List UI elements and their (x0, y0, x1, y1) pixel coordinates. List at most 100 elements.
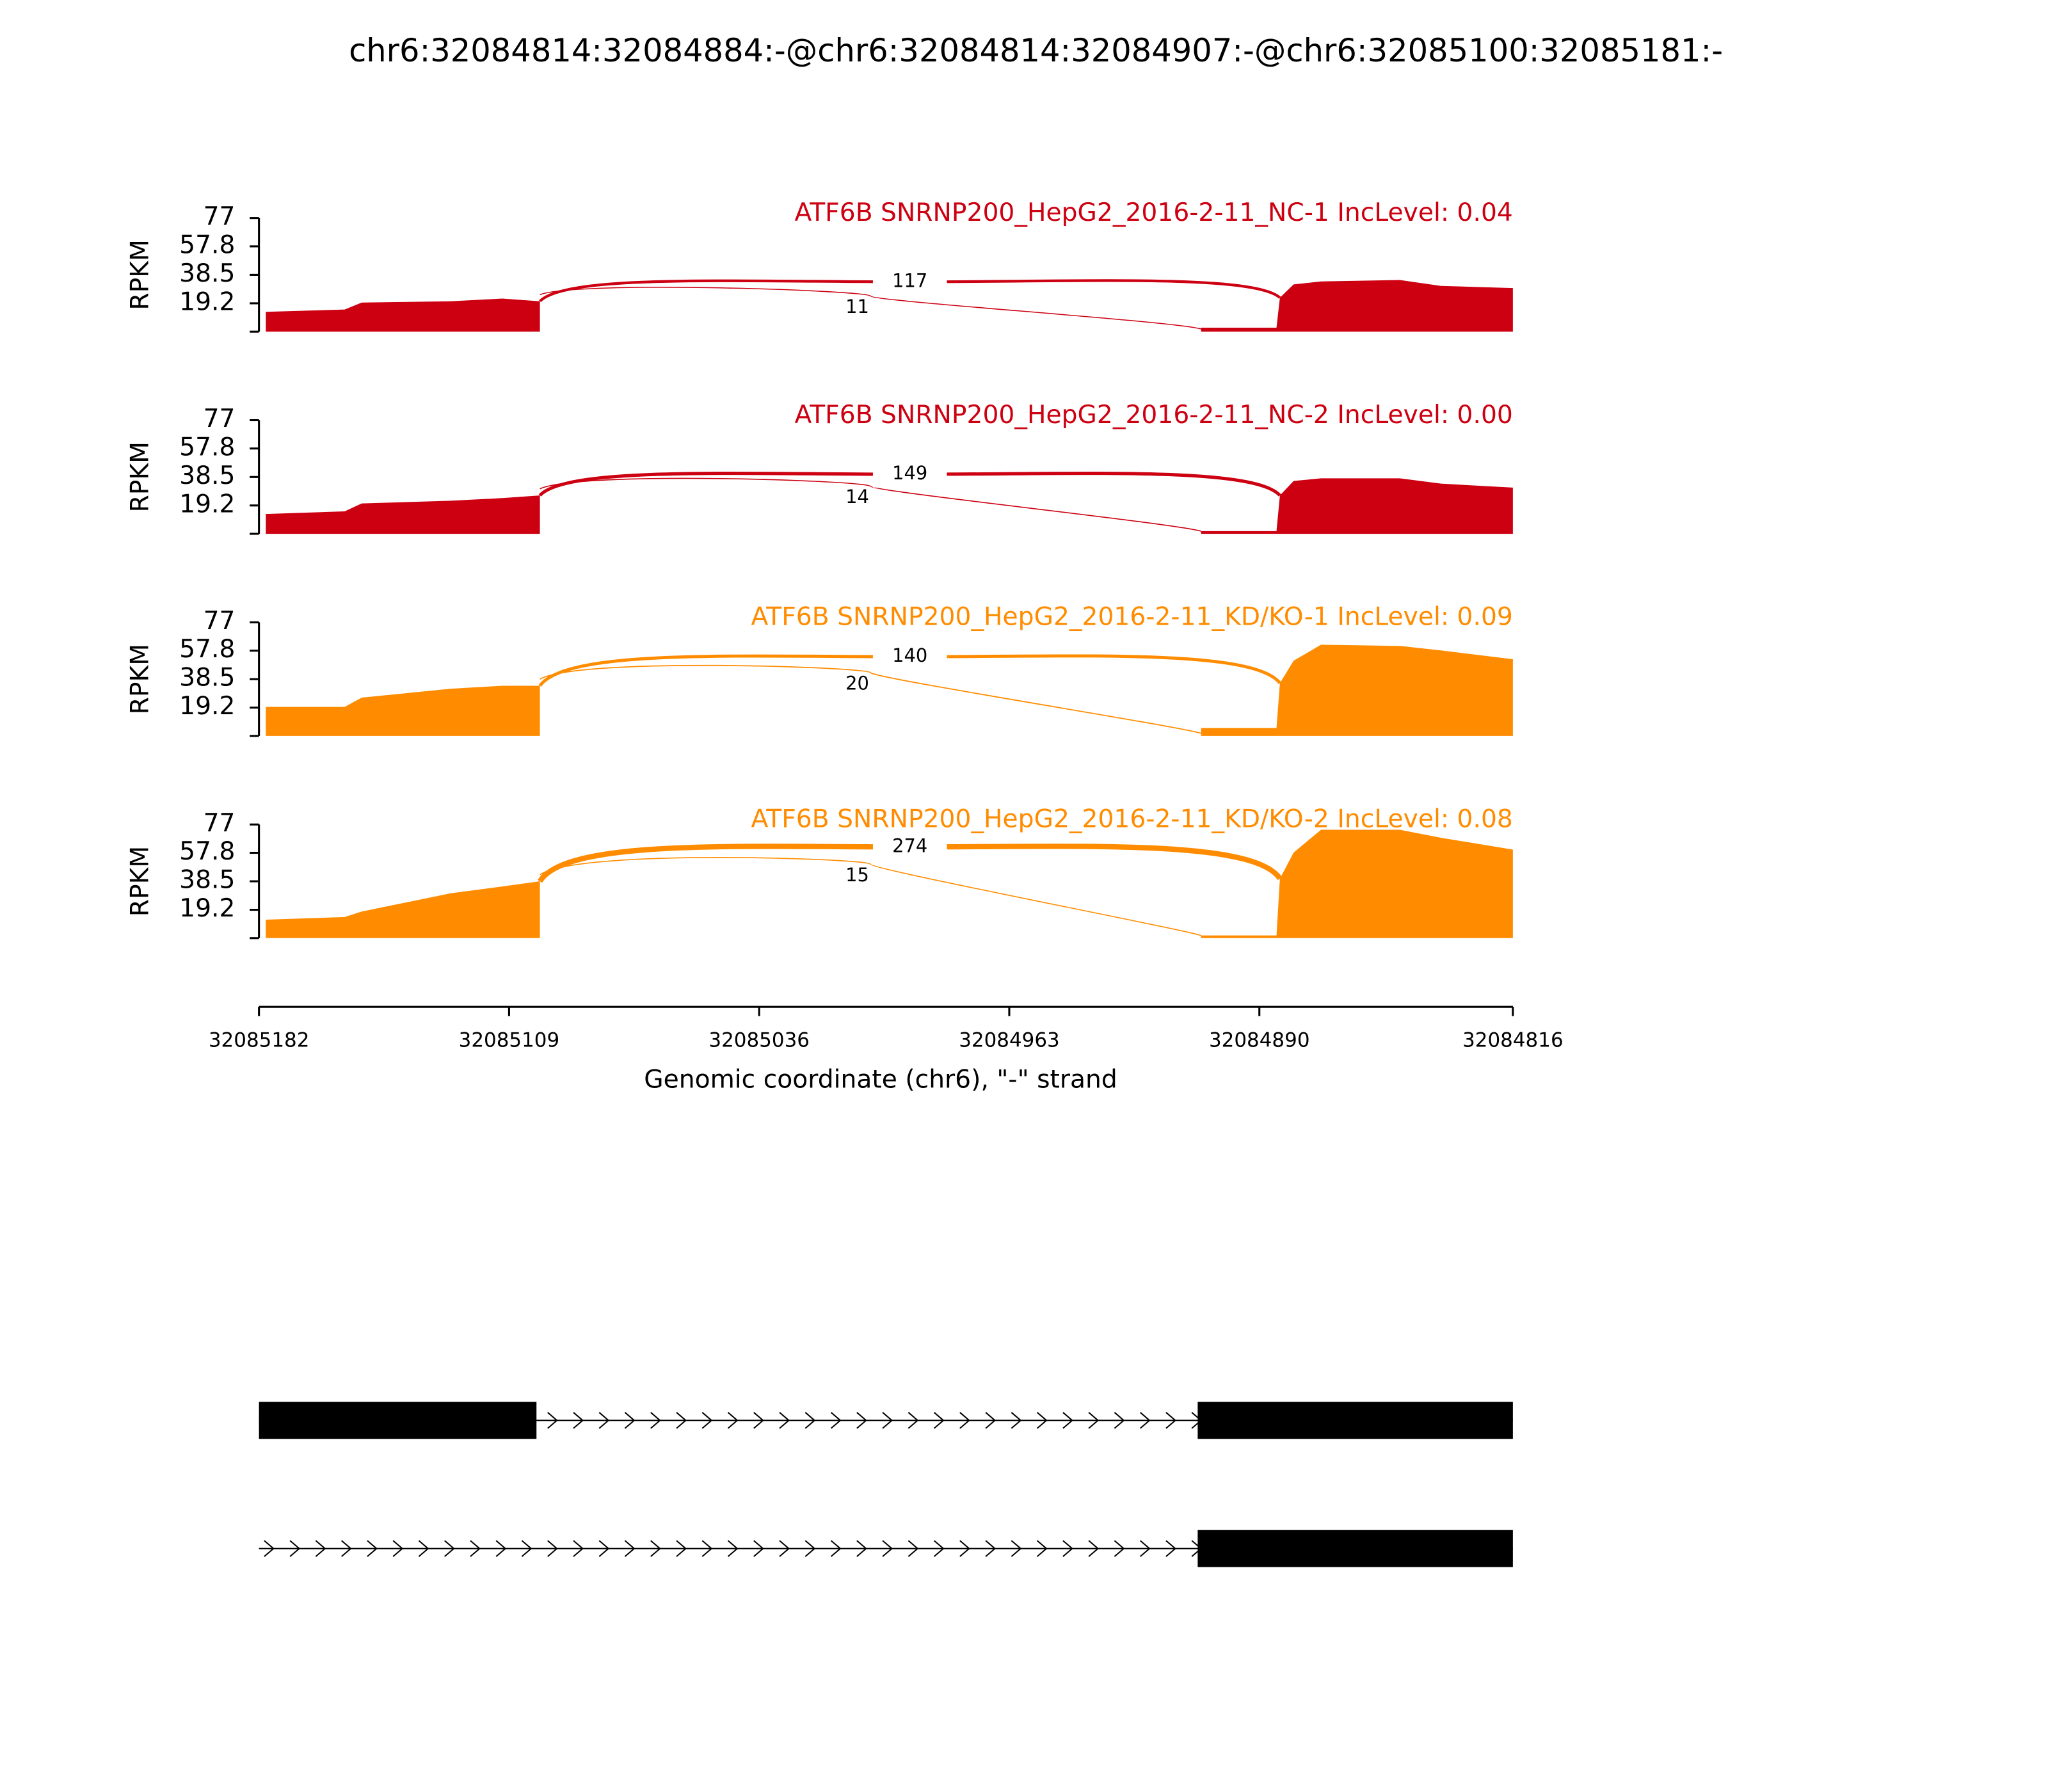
strand-arrow (418, 1540, 429, 1557)
strand-arrow (1140, 1412, 1151, 1429)
y-tick-label: 77 (204, 607, 236, 636)
y-axis-label: RPKM (125, 239, 154, 310)
junction-arc (540, 287, 1201, 330)
strand-arrow (908, 1540, 919, 1557)
y-tick-label: 38.5 (179, 461, 235, 490)
strand-arrow (830, 1540, 842, 1557)
y-axis-label: RPKM (125, 644, 154, 714)
strand-arrow (676, 1540, 687, 1557)
strand-arrow (573, 1412, 584, 1429)
junction-count-label: 149 (892, 462, 927, 484)
strand-arrow (1011, 1412, 1022, 1429)
strand-arrow (547, 1412, 558, 1429)
strand-arrow (882, 1540, 893, 1557)
y-tick-label: 57.8 (179, 635, 235, 664)
strand-arrow (779, 1412, 790, 1429)
strand-arrow (959, 1540, 970, 1557)
strand-arrow (933, 1412, 945, 1429)
junction-count-label: 14 (845, 486, 869, 508)
y-tick-label: 38.5 (179, 664, 235, 692)
panel-title: ATF6B SNRNP200_HepG2_2016-2-11_NC-1 IncL… (794, 198, 1512, 227)
junction-label-box (872, 461, 947, 488)
y-tick-label: 19.2 (179, 287, 235, 316)
junction-count-label: 274 (892, 835, 927, 856)
strand-arrow (804, 1540, 816, 1557)
strand-arrow (1088, 1412, 1100, 1429)
strand-arrow (547, 1540, 558, 1557)
strand-arrow (753, 1412, 764, 1429)
strand-arrow (676, 1412, 687, 1429)
strand-arrow (856, 1412, 867, 1429)
y-tick-label: 57.8 (179, 837, 235, 866)
y-tick-label: 77 (204, 404, 236, 433)
junction-count-label: 140 (892, 644, 927, 666)
y-tick-label: 19.2 (179, 894, 235, 923)
coverage-area (266, 829, 1513, 938)
strand-arrow (264, 1540, 275, 1557)
coverage-area (266, 280, 1513, 332)
strand-arrow (727, 1412, 739, 1429)
exon (1197, 1530, 1513, 1567)
strand-arrow (779, 1540, 790, 1557)
y-tick-label: 57.8 (179, 230, 235, 259)
strand-arrow (933, 1540, 945, 1557)
y-tick-label: 77 (204, 809, 236, 838)
strand-arrow (701, 1412, 713, 1429)
y-tick-label: 38.5 (179, 259, 235, 288)
x-tick-label: 32085182 (209, 1028, 310, 1052)
strand-arrow (985, 1412, 996, 1429)
x-tick-label: 32085109 (459, 1028, 560, 1052)
strand-arrow (830, 1412, 842, 1429)
strand-arrow (1062, 1412, 1073, 1429)
figure-title: chr6:32084814:32084884:-@chr6:32084814:3… (349, 32, 1723, 69)
strand-arrow (315, 1540, 326, 1557)
strand-arrow (624, 1540, 636, 1557)
strand-arrow (701, 1540, 713, 1557)
exon (1197, 1402, 1513, 1439)
strand-arrow (650, 1540, 661, 1557)
strand-arrow (444, 1540, 455, 1557)
y-tick-label: 19.2 (179, 490, 235, 518)
x-tick-label: 32084890 (1209, 1028, 1310, 1052)
junction-label-box (872, 643, 947, 670)
strand-arrow (753, 1540, 764, 1557)
strand-arrow (1011, 1540, 1022, 1557)
strand-arrow (1062, 1540, 1073, 1557)
panel-title: ATF6B SNRNP200_HepG2_2016-2-11_KD/KO-2 I… (751, 805, 1513, 834)
strand-arrow (573, 1540, 584, 1557)
strand-arrow (804, 1412, 816, 1429)
strand-arrow (392, 1540, 404, 1557)
y-axis-label: RPKM (125, 846, 154, 916)
strand-arrow (598, 1412, 610, 1429)
strand-arrow (495, 1540, 507, 1557)
strand-arrow (598, 1540, 610, 1557)
strand-arrow (470, 1540, 481, 1557)
y-tick-label: 77 (204, 202, 236, 231)
coverage-area (266, 478, 1513, 534)
strand-arrow (1036, 1540, 1048, 1557)
y-tick-label: 57.8 (179, 433, 235, 461)
strand-arrow (367, 1540, 378, 1557)
exon (259, 1402, 537, 1439)
strand-arrow (727, 1540, 739, 1557)
strand-arrow (856, 1540, 867, 1557)
strand-arrow (1036, 1412, 1048, 1429)
strand-arrow (1114, 1412, 1125, 1429)
strand-arrow (289, 1540, 301, 1557)
strand-arrow (1165, 1540, 1176, 1557)
junction-arc (540, 664, 1201, 734)
x-tick-label: 32085036 (708, 1028, 810, 1052)
y-axis-label: RPKM (125, 442, 154, 512)
strand-arrow (985, 1540, 996, 1557)
junction-count-label: 117 (892, 269, 927, 291)
strand-arrow (1088, 1540, 1100, 1557)
x-tick-label: 32084816 (1462, 1028, 1564, 1052)
panel-title: ATF6B SNRNP200_HepG2_2016-2-11_NC-2 IncL… (794, 401, 1512, 429)
junction-label-box (872, 268, 947, 296)
junction-label-box (872, 833, 947, 860)
x-tick-label: 32084963 (959, 1028, 1060, 1052)
junction-count-label: 15 (845, 864, 869, 886)
coverage-area (266, 644, 1513, 736)
